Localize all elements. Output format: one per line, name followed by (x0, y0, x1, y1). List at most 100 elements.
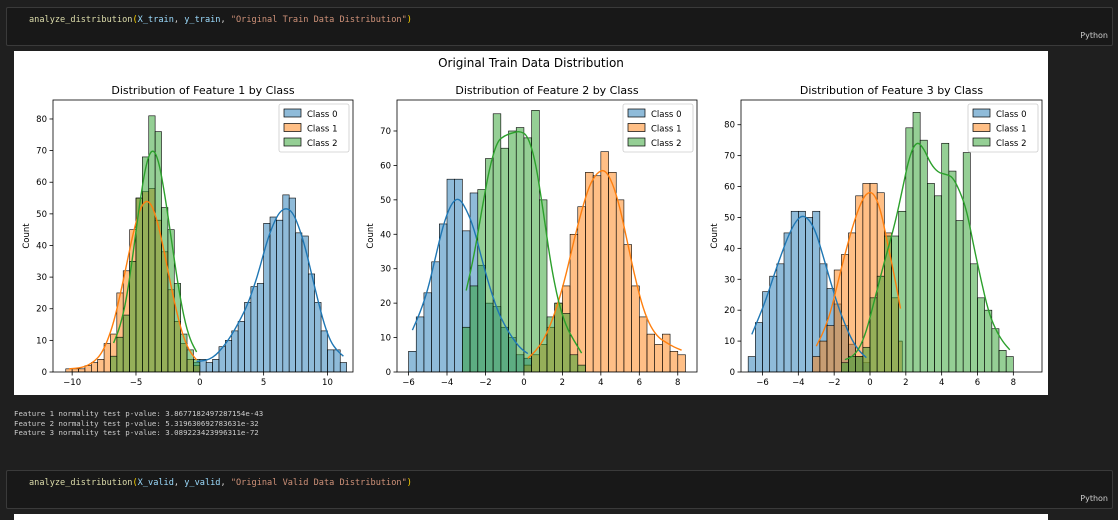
y-tick-label: 0 (730, 368, 735, 378)
histogram-bar (977, 297, 985, 372)
cell-language-label[interactable]: Python (1080, 494, 1108, 503)
histogram-bar (408, 351, 417, 372)
y-tick-label: 20 (380, 299, 391, 309)
histogram-bar (308, 273, 316, 372)
y-tick-label: 50 (36, 210, 47, 220)
code-cell-1[interactable]: analyze_distribution(X_train, y_train, "… (6, 7, 1113, 46)
histogram-bar (592, 175, 602, 372)
histogram-bar (515, 127, 525, 372)
histogram-bar (646, 333, 655, 372)
x-tick-label: 0 (521, 378, 526, 388)
y-tick-label: 10 (724, 337, 735, 347)
histogram-bar (431, 261, 440, 372)
legend-swatch (627, 123, 646, 132)
subplot-2: −6 −4 −2 0 2 4 6 8 0 10 20 30 40 50 60 70 Distribution o… (366, 84, 698, 388)
histogram-bar (154, 131, 162, 372)
histogram-bar (805, 217, 813, 372)
histogram-bar (320, 330, 328, 372)
histogram-bar (237, 321, 245, 372)
histogram-bar (161, 207, 169, 372)
histogram-bar (654, 344, 663, 372)
code-line[interactable]: analyze_distribution(X_valid, y_valid, "… (29, 478, 412, 488)
histogram-bar (523, 137, 532, 372)
code-cell-2[interactable]: analyze_distribution(X_valid, y_valid, "… (6, 470, 1113, 509)
histogram-bar (955, 220, 964, 372)
histogram-bar (1005, 356, 1014, 372)
legend-swatch (627, 137, 646, 147)
figure-output: Original Train Data Distribution −10 −5 0 5… (14, 51, 1048, 395)
histogram-bar (231, 330, 239, 372)
kde-curve (411, 198, 529, 355)
histogram-bar (891, 235, 899, 372)
histogram-bar (819, 340, 828, 372)
x-tick-label: −5 (130, 378, 143, 388)
legend-label: Class 1 (996, 125, 1026, 135)
histogram-bar (841, 254, 849, 372)
code-string: "Original Train Data Distribution" (230, 15, 407, 25)
code-arg: X_valid (137, 478, 174, 488)
legend-label: Class 2 (307, 139, 337, 149)
plot-area (65, 115, 347, 372)
y-tick-label: 40 (380, 230, 391, 240)
histogram-bar (919, 139, 928, 372)
histogram-bar (531, 110, 540, 372)
histogram-bar (225, 340, 233, 372)
plot-area (747, 112, 1014, 372)
y-tick-label: 30 (724, 275, 735, 285)
y-tick-label: 70 (380, 127, 391, 137)
histogram-bar (71, 368, 79, 372)
subplot-title: Distribution of Feature 2 by Class (455, 84, 639, 97)
output-line: Feature 3 normality test p-value: 3.0892… (14, 428, 259, 437)
y-tick-label: 20 (36, 305, 47, 315)
histogram-bar (998, 350, 1007, 372)
histogram-bar (562, 313, 571, 372)
histogram-bar (423, 292, 432, 372)
histogram-bar (623, 244, 632, 372)
text-output: Feature 1 normality test p-value: 3.8677… (14, 409, 263, 438)
plot-area (408, 110, 686, 372)
cell-language-label[interactable]: Python (1080, 31, 1108, 40)
histogram-bar (798, 210, 806, 372)
histogram-bar (339, 362, 347, 372)
histogram-bar (769, 275, 778, 372)
y-tick-label: 80 (36, 115, 47, 125)
x-tick-label: −2 (479, 378, 492, 388)
histogram-bar (615, 199, 625, 372)
y-tick-label: 40 (724, 244, 735, 254)
histogram-bar (984, 309, 993, 372)
legend-label: Class 1 (651, 125, 681, 135)
histogram-bar (848, 356, 856, 372)
kde-curve (751, 215, 867, 359)
output-line: Feature 2 normality test p-value: 5.3196… (14, 418, 259, 428)
histogram-bar (314, 302, 322, 372)
x-tick-label: 4 (598, 378, 603, 388)
subplot-3: −6 −4 −2 0 2 4 6 801020304050607080Distribution… (710, 84, 1043, 388)
histogram-bar (927, 183, 935, 372)
histogram-bar (776, 263, 785, 372)
histogram-bar (554, 302, 563, 372)
histogram-bar (662, 333, 671, 372)
histogram-bar (477, 189, 486, 372)
histogram-bar (485, 158, 494, 372)
y-tick-label: 60 (380, 161, 391, 171)
histogram-bar (876, 275, 885, 372)
histogram-bar (639, 316, 648, 372)
y-tick-label: 10 (380, 334, 391, 344)
histogram-bar (186, 349, 194, 372)
histogram-bar (991, 328, 1000, 372)
kde-curve (68, 200, 198, 370)
x-tick-label: −10 (63, 378, 81, 388)
y-tick-label: 0 (42, 368, 47, 378)
x-tick-label: −4 (792, 378, 805, 388)
subplot-1: −10 −5 0 5 10 0 10 20 30 40 50 60 70 80 Distribution o… (22, 84, 354, 388)
histogram-bar (869, 297, 878, 372)
legend-label: Class 0 (651, 110, 681, 120)
histogram-bar (948, 170, 957, 372)
histogram-bar (848, 232, 856, 372)
histogram-bar (288, 197, 296, 372)
axes-frame (740, 99, 1043, 373)
histogram-bar (282, 194, 290, 372)
histogram-bar (826, 325, 835, 372)
legend-swatch (627, 108, 646, 118)
code-line[interactable]: analyze_distribution(X_train, y_train, "… (29, 15, 412, 25)
